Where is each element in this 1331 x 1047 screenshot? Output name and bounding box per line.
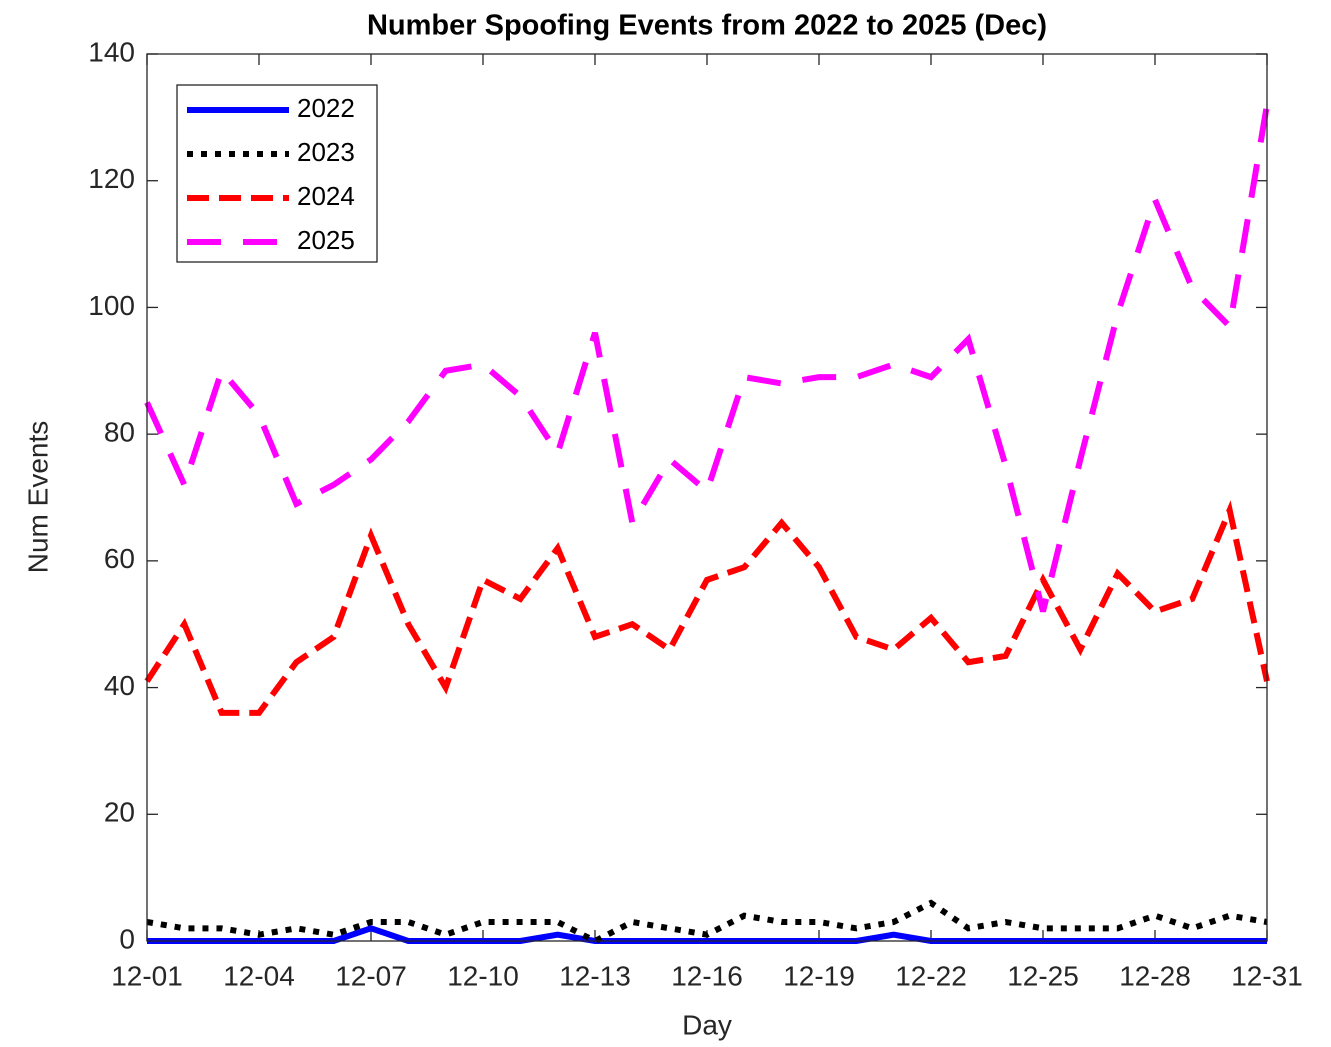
legend-label: 2025 (297, 225, 355, 255)
legend-box (176, 84, 378, 263)
x-tick-label: 12-28 (1119, 960, 1191, 991)
legend-label: 2023 (297, 137, 355, 167)
y-tick-label: 120 (88, 163, 135, 194)
x-tick-label: 12-22 (895, 960, 967, 991)
y-tick-label: 80 (104, 417, 135, 448)
y-tick-label: 100 (88, 290, 135, 321)
series-line (144, 500, 1270, 716)
legend-label: 2024 (297, 181, 355, 211)
axes-box (146, 53, 1268, 942)
x-tick-label: 12-16 (671, 960, 743, 991)
x-tick-label: 12-25 (1007, 960, 1079, 991)
y-tick-label: 40 (104, 670, 135, 701)
x-tick-label: 12-10 (447, 960, 519, 991)
x-tick-label: 12-19 (783, 960, 855, 991)
x-tick-label: 12-07 (335, 960, 407, 991)
x-tick-label: 12-31 (1231, 960, 1303, 991)
x-tick-label: 12-13 (559, 960, 631, 991)
series-line (144, 104, 1270, 613)
x-tick-label: 12-04 (223, 960, 295, 991)
y-tick-label: 0 (119, 923, 135, 954)
chart-title: Number Spoofing Events from 2022 to 2025… (367, 10, 1047, 42)
series-line (146, 899, 1268, 945)
legend-label: 2022 (297, 93, 355, 123)
x-axis-label: Day (682, 1009, 732, 1040)
y-tick-label: 20 (104, 797, 135, 828)
y-tick-label: 140 (88, 36, 135, 67)
y-tick-label: 60 (104, 543, 135, 574)
x-tick-label: 12-01 (111, 960, 183, 991)
y-axis-label: Num Events (22, 421, 53, 574)
